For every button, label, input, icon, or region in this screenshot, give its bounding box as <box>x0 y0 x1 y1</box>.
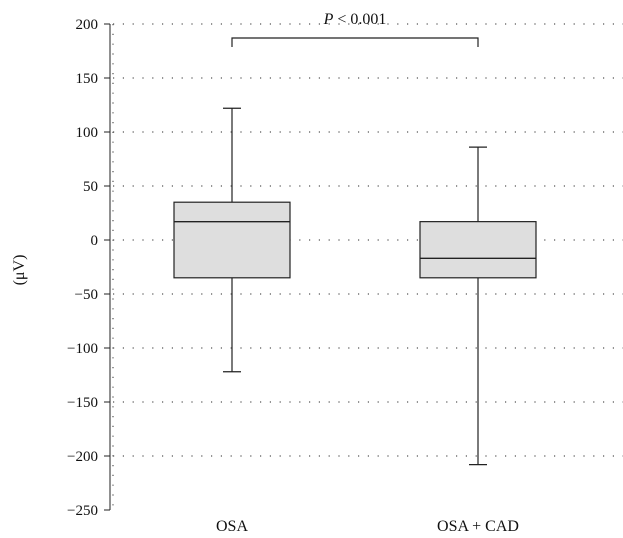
box-osa: OSA <box>173 107 291 535</box>
y-axis: 200 150 100 50 0 −50 −100 −150 −200 −250 <box>67 17 111 519</box>
y-tick-label: −50 <box>75 287 98 303</box>
iqr-box <box>173 201 291 279</box>
box-osa-cad: OSA + CAD <box>419 146 537 535</box>
significance-bracket: P < 0.001 <box>231 11 479 47</box>
boxes: OSA OSA + CAD <box>173 107 537 535</box>
p-value-label: P < 0.001 <box>323 11 387 28</box>
y-tick-label: 50 <box>83 179 98 195</box>
category-label: OSA + CAD <box>437 518 519 535</box>
category-label: OSA <box>216 518 248 535</box>
y-tick-label: −100 <box>67 341 98 357</box>
y-tick-label: 100 <box>76 125 99 141</box>
y-tick-label: 0 <box>91 233 99 249</box>
y-axis-label: (μV) <box>11 255 28 286</box>
y-tick-label: −150 <box>67 395 98 411</box>
iqr-box <box>419 221 537 279</box>
y-tick-label: −200 <box>67 449 98 465</box>
bracket-line <box>231 37 479 47</box>
y-tick-label: 150 <box>76 71 99 87</box>
grid-lines <box>112 23 623 510</box>
y-tick-label: −250 <box>67 503 98 519</box>
y-tick-label: 200 <box>76 17 99 33</box>
